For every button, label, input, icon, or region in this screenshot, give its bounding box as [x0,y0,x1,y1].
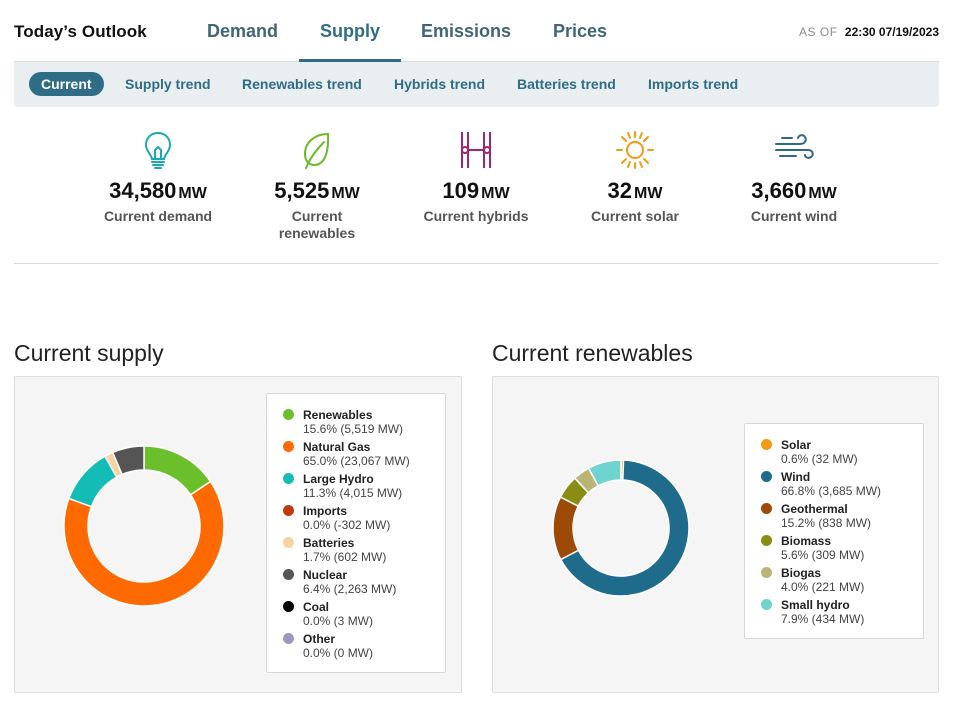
legend-label: Wind [781,470,811,484]
subnav-renewables-trend[interactable]: Renewables trend [242,76,362,92]
as-of-value: 22:30 07/19/2023 [844,25,939,39]
renewables-slice-small-hydro[interactable] [587,459,622,487]
current-renewables-title: Current renewables [492,340,693,366]
legend-value: 5.6% (309 MW) [781,548,865,562]
legend-swatch [761,503,772,514]
solar-label: Current solar [591,208,679,224]
sub-navigation: Current Supply trend Renewables trend Hy… [14,62,939,107]
legend-value: 0.0% (-302 MW) [303,518,391,532]
legend-value: 1.7% (602 MW) [303,550,387,564]
supply-donut-chart [63,445,225,607]
legend-label: Imports [303,504,348,518]
metric-current-renewables: 5,525 MW Current renewables [242,128,392,242]
current-supply-title: Current supply [14,340,164,366]
legend-swatch [761,535,772,546]
top-header: Today’s Outlook Demand Supply Emissions … [14,0,939,62]
legend-swatch [283,505,294,516]
legend-swatch [283,473,294,484]
demand-value: 34,580 [109,178,177,203]
legend-value: 4.0% (221 MW) [781,580,865,594]
sun-icon [616,131,654,169]
supply-slice-nuclear[interactable] [111,445,145,476]
hybrid-icon [461,132,491,168]
wind-value: 3,660 [751,178,807,203]
legend-swatch [283,537,294,548]
leaf-icon [303,132,330,169]
subnav-hybrids-trend[interactable]: Hybrids trend [394,76,486,92]
wind-label: Current wind [750,208,838,224]
renewables-label: Current renewables [278,208,356,241]
legend-swatch [283,409,294,420]
legend-swatch [283,601,294,612]
legend-swatch [761,599,772,610]
legend-label: Biomass [781,534,832,548]
legend-value: 15.2% (838 MW) [781,516,872,530]
current-renewables-panel: Solar 0.6% (32 MW) Wind 66.8% (3,685 MW) Geo… [492,376,939,693]
subnav-current[interactable]: Current [29,72,104,96]
legend-label: Large Hydro [303,472,374,486]
legend-swatch [761,567,772,578]
legend-swatch [283,569,294,580]
demand-unit: MW [178,185,207,202]
tab-prices[interactable]: Prices [553,21,608,41]
wind-icon [775,134,814,159]
legend-value: 65.0% (23,067 MW) [303,454,410,468]
section-divider [14,263,939,264]
as-of-timestamp: AS OF 22:30 07/19/2023 [799,25,939,39]
metric-current-solar: 32 MW Current solar [560,128,710,225]
legend-label: Coal [303,600,330,614]
active-tab-indicator [299,59,401,62]
legend-label: Renewables [303,408,373,422]
renewables-slice-geothermal[interactable] [552,496,580,561]
wind-unit: MW [808,185,837,202]
subnav-batteries-trend[interactable]: Batteries trend [517,76,616,92]
legend-swatch [283,633,294,644]
solar-value: 32 [607,178,633,203]
subnav-supply-trend[interactable]: Supply trend [125,76,211,92]
legend-label: Nuclear [303,568,348,582]
renewables-unit: MW [331,185,360,202]
legend-label: Other [303,632,336,646]
supply-slice-natural-gas[interactable] [63,480,225,607]
subnav-imports-trend[interactable]: Imports trend [648,76,739,92]
hybrids-value: 109 [442,178,480,203]
renewables-donut-chart [552,459,690,597]
legend-value: 11.3% (4,015 MW) [303,486,403,500]
legend-value: 0.0% (0 MW) [303,646,374,660]
hybrids-label: Current hybrids [423,208,529,224]
tab-demand[interactable]: Demand [207,21,279,41]
legend-label: Solar [781,438,812,452]
solar-unit: MW [634,185,663,202]
renewables-slice-wind[interactable] [559,459,690,597]
legend-value: 0.6% (32 MW) [781,452,858,466]
renewables-value: 5,525 [274,178,330,203]
legend-label: Natural Gas [303,440,371,454]
demand-label: Current demand [103,208,213,224]
legend-label: Geothermal [781,502,848,516]
as-of-label: AS OF [799,25,838,39]
page-title: Today’s Outlook [14,22,147,41]
legend-value: 15.6% (5,519 MW) [303,422,404,436]
supply-legend: Renewables 15.6% (5,519 MW) Natural Gas 65.… [266,393,446,673]
lightbulb-icon [144,131,172,169]
legend-swatch [283,441,294,452]
legend-value: 0.0% (3 MW) [303,614,374,628]
metric-current-wind: 3,660 MW Current wind [719,128,869,225]
legend-label: Small hydro [781,598,850,612]
tab-supply[interactable]: Supply [320,21,381,41]
legend-value: 7.9% (434 MW) [781,612,865,626]
legend-value: 6.4% (2,263 MW) [303,582,397,596]
renewables-legend: Solar 0.6% (32 MW) Wind 66.8% (3,685 MW) Geo… [744,423,924,639]
legend-label: Batteries [303,536,355,550]
metric-current-hybrids: 109 MW Current hybrids [401,128,551,225]
current-supply-panel: Renewables 15.6% (5,519 MW) Natural Gas 65.… [14,376,462,693]
tab-emissions[interactable]: Emissions [421,21,512,41]
hybrids-unit: MW [481,185,510,202]
metric-current-demand: 34,580 MW Current demand [83,128,233,225]
legend-label: Biogas [781,566,822,580]
legend-swatch [761,471,772,482]
legend-value: 66.8% (3,685 MW) [781,484,882,498]
legend-swatch [761,439,772,450]
